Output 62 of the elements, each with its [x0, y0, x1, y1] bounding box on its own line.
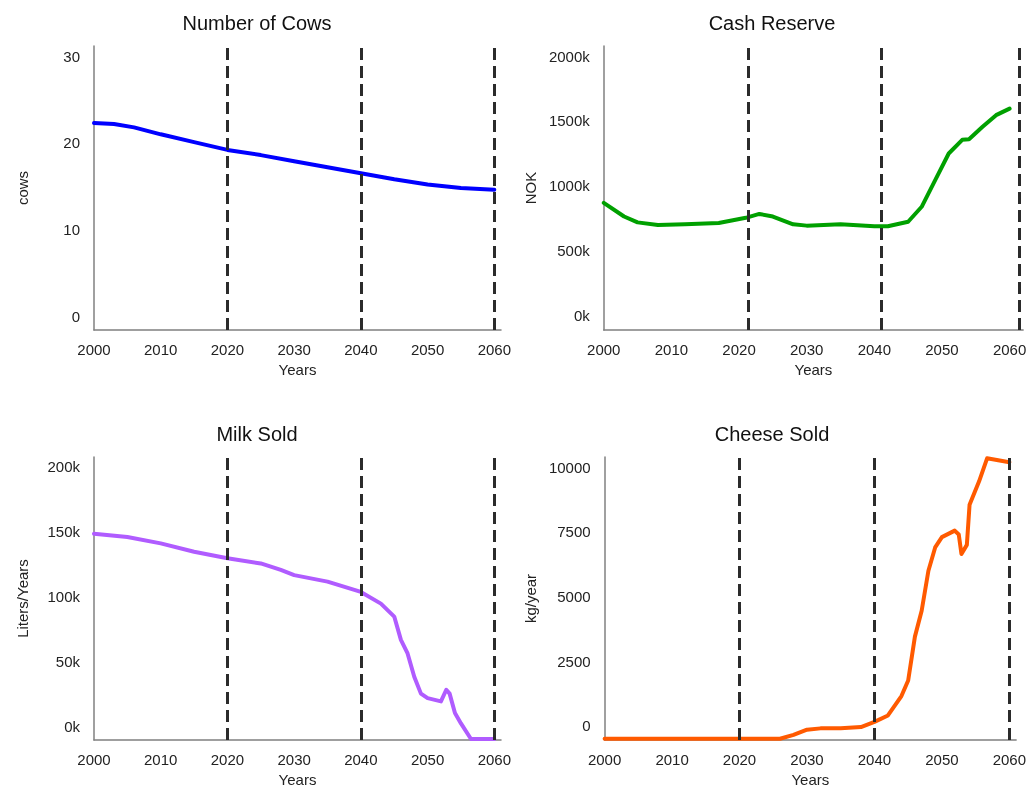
line-series	[92, 121, 497, 192]
y-tick-label: 2500	[557, 652, 591, 670]
x-tick-label: 2030	[277, 341, 311, 358]
y-tick-label: 1500k	[548, 112, 591, 130]
y-tick-label: 100k	[47, 587, 81, 605]
x-tick-label: 2000	[587, 751, 622, 768]
y-tick-label: 200k	[47, 458, 81, 476]
chart-title: Milk Sold	[216, 423, 298, 445]
x-tick-label: 2040	[344, 751, 378, 768]
y-tick-label: 0	[582, 717, 591, 735]
x-tick-label: 2030	[790, 341, 824, 358]
x-tick-label: 2000	[587, 341, 621, 358]
y-axis-title: Liters/Years	[14, 559, 31, 638]
x-tick-label: 2060	[992, 341, 1027, 358]
y-tick-label: 500k	[557, 242, 591, 260]
chart-title: Cheese Sold	[714, 423, 830, 445]
y-tick-label: 50k	[55, 652, 81, 670]
x-tick-label: 2020	[722, 751, 757, 768]
y-tick-label: 7500	[557, 523, 591, 541]
x-tick-label: 2050	[410, 341, 445, 358]
x-tick-label: 2050	[925, 341, 959, 358]
line-series	[92, 531, 497, 741]
y-tick-label: 0k	[573, 307, 591, 325]
x-tick-label: 2020	[722, 341, 756, 358]
x-axis-title: Years	[794, 360, 833, 378]
y-tick-label: 10000	[548, 458, 591, 476]
x-axis-title: Years	[791, 770, 830, 788]
x-tick-label: 2040	[857, 751, 892, 768]
y-tick-label: 30	[63, 47, 80, 65]
y-tick-label: 150k	[47, 523, 81, 541]
x-tick-label: 2050	[925, 751, 959, 768]
x-tick-label: 2010	[654, 341, 689, 358]
x-tick-label: 2010	[144, 341, 178, 358]
y-tick-label: 2000k	[548, 47, 591, 65]
x-tick-label: 2010	[655, 751, 689, 768]
y-tick-label: 0k	[64, 717, 81, 735]
y-axis-title: cows	[14, 170, 31, 206]
x-tick-label: 2040	[344, 341, 378, 358]
chart-title: Number of Cows	[182, 12, 332, 34]
x-tick-label: 2010	[144, 751, 178, 768]
x-tick-label: 2000	[77, 341, 111, 358]
y-axis-title: NOK	[522, 171, 539, 205]
x-tick-label: 2020	[210, 751, 245, 768]
y-tick-label: 0	[71, 307, 80, 325]
x-axis-title: Years	[278, 770, 317, 788]
x-tick-label: 2020	[210, 341, 245, 358]
y-tick-label: 5000	[557, 588, 591, 606]
chart-title: Cash Reserve	[708, 12, 836, 34]
y-axis-title: kg/year	[522, 573, 539, 624]
x-tick-label: 2050	[410, 751, 445, 768]
x-tick-label: 2030	[277, 751, 311, 768]
x-tick-label: 2000	[77, 751, 111, 768]
y-tick-label: 10	[63, 221, 80, 239]
x-tick-label: 2030	[790, 751, 824, 768]
x-tick-label: 2060	[992, 751, 1027, 768]
x-tick-label: 2060	[477, 341, 511, 358]
x-axis-title: Years	[278, 360, 317, 378]
x-tick-label: 2060	[477, 751, 511, 768]
line-series	[601, 106, 1012, 229]
y-tick-label: 20	[63, 134, 80, 152]
y-tick-label: 1000k	[548, 177, 591, 195]
x-tick-label: 2040	[857, 341, 892, 358]
